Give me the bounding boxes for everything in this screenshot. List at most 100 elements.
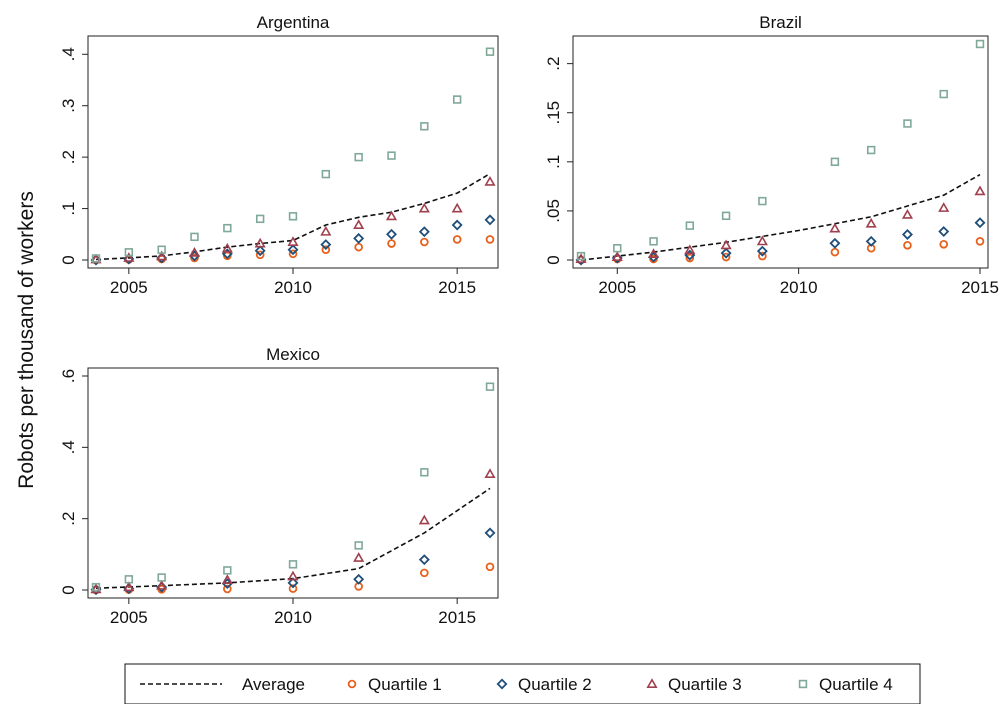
legend-label: Average xyxy=(242,675,305,694)
chart-panels: Argentina 0 .1 .2 .3 .4 2005 2010 2015 Brazil 0 .05… xyxy=(59,13,999,627)
y-tick-label: .15 xyxy=(544,101,563,125)
panel-title: Mexico xyxy=(266,345,320,364)
point-quartile-1 xyxy=(721,252,731,262)
x-tick-label: 2010 xyxy=(780,278,818,297)
point-quartile-4 xyxy=(255,214,265,224)
series-quartile-3 xyxy=(90,468,496,594)
point-quartile-3 xyxy=(647,248,660,259)
point-quartile-3 xyxy=(756,235,768,246)
point-quartile-3 xyxy=(254,237,266,248)
point-quartile-3 xyxy=(829,222,841,233)
panel-title: Brazil xyxy=(759,13,802,32)
point-quartile-2 xyxy=(484,214,496,226)
point-quartile-4 xyxy=(321,169,331,179)
y-tick-label: .4 xyxy=(59,47,78,61)
point-quartile-2 xyxy=(451,219,463,231)
point-quartile-3 xyxy=(901,209,914,219)
y-tick-label: .2 xyxy=(544,57,563,71)
legend-swatch-quartile-2 xyxy=(496,678,508,690)
y-axis-label: Robots per thousand of workers xyxy=(15,191,38,489)
point-quartile-4 xyxy=(91,582,101,592)
point-quartile-4 xyxy=(830,157,840,167)
panel-argentina: Argentina 0 .1 .2 .3 .4 2005 2010 2015 xyxy=(59,13,499,297)
plot-frame xyxy=(572,35,989,269)
point-quartile-4 xyxy=(354,541,363,550)
legend-label: Quartile 3 xyxy=(668,675,742,694)
point-quartile-1 xyxy=(939,239,949,249)
series-quartile-1 xyxy=(576,237,985,265)
point-quartile-1 xyxy=(452,235,462,244)
point-quartile-3 xyxy=(484,468,496,479)
point-quartile-2 xyxy=(901,228,913,240)
y-tick-label: .3 xyxy=(59,99,78,113)
point-quartile-4 xyxy=(420,468,429,477)
x-tick-label: 2015 xyxy=(961,278,999,297)
point-quartile-4 xyxy=(190,232,199,242)
point-quartile-2 xyxy=(974,217,986,229)
point-quartile-4 xyxy=(223,223,232,233)
panel-mexico: Mexico 0 .2 .4 .6 2005 2010 2015 xyxy=(59,345,499,627)
series-quartile-3 xyxy=(575,185,986,263)
point-quartile-3 xyxy=(188,246,201,257)
y-tick-label: 0 xyxy=(59,255,78,264)
legend-item-quartile-1: Quartile 1 xyxy=(347,675,442,694)
point-quartile-3 xyxy=(720,239,732,250)
point-quartile-3 xyxy=(865,217,877,228)
point-quartile-3 xyxy=(974,185,986,196)
x-tick-label: 2010 xyxy=(274,608,312,627)
point-quartile-4 xyxy=(288,212,298,221)
point-quartile-4 xyxy=(649,237,658,246)
series-line-average xyxy=(580,173,981,261)
point-quartile-2 xyxy=(287,577,299,589)
point-quartile-4 xyxy=(975,39,985,49)
point-quartile-1 xyxy=(321,245,331,255)
point-quartile-4 xyxy=(124,248,134,257)
plot-frame xyxy=(87,35,499,269)
legend-swatch-quartile-3 xyxy=(646,678,658,688)
point-quartile-4 xyxy=(223,566,232,575)
point-quartile-1 xyxy=(758,251,767,261)
point-quartile-4 xyxy=(613,244,622,253)
point-quartile-1 xyxy=(288,249,298,259)
legend-box xyxy=(124,663,921,704)
point-quartile-4 xyxy=(685,221,695,230)
point-quartile-2 xyxy=(287,244,299,256)
point-quartile-2 xyxy=(756,245,768,257)
point-quartile-3 xyxy=(938,202,950,212)
legend-label: Quartile 4 xyxy=(819,675,893,694)
point-quartile-3 xyxy=(123,252,135,262)
legend-label: Quartile 2 xyxy=(518,675,592,694)
point-quartile-3 xyxy=(484,176,496,186)
point-quartile-1 xyxy=(387,239,396,248)
x-tick-label: 2015 xyxy=(438,608,476,627)
chart-legend: Average Quartile 1 Quartile 2 Quartile 3 Qua… xyxy=(124,663,921,704)
point-quartile-2 xyxy=(938,226,950,238)
point-quartile-1 xyxy=(223,584,232,594)
point-quartile-3 xyxy=(418,202,430,213)
point-quartile-1 xyxy=(485,562,495,572)
x-tick-label: 2015 xyxy=(438,278,476,297)
point-quartile-4 xyxy=(124,575,134,584)
y-tick-label: .2 xyxy=(59,512,78,526)
point-quartile-3 xyxy=(221,242,233,253)
point-quartile-4 xyxy=(939,89,948,99)
y-tick-label: 0 xyxy=(544,255,563,264)
point-quartile-3 xyxy=(611,251,623,262)
point-quartile-1 xyxy=(903,240,912,250)
legend-item-quartile-2: Quartile 2 xyxy=(496,675,592,694)
point-quartile-2 xyxy=(254,245,266,257)
y-tick-label: 0 xyxy=(59,585,78,594)
point-quartile-4 xyxy=(452,95,462,104)
point-quartile-4 xyxy=(576,251,586,261)
point-quartile-3 xyxy=(353,552,365,562)
point-quartile-4 xyxy=(485,382,495,391)
point-quartile-4 xyxy=(721,211,731,221)
plot-frame xyxy=(87,367,499,599)
x-tick-label: 2005 xyxy=(110,278,148,297)
series-quartile-4 xyxy=(91,47,495,263)
y-tick-label: .05 xyxy=(544,199,563,223)
x-tick-label: 2005 xyxy=(598,278,636,297)
point-quartile-2 xyxy=(418,226,430,238)
point-quartile-1 xyxy=(255,250,265,260)
